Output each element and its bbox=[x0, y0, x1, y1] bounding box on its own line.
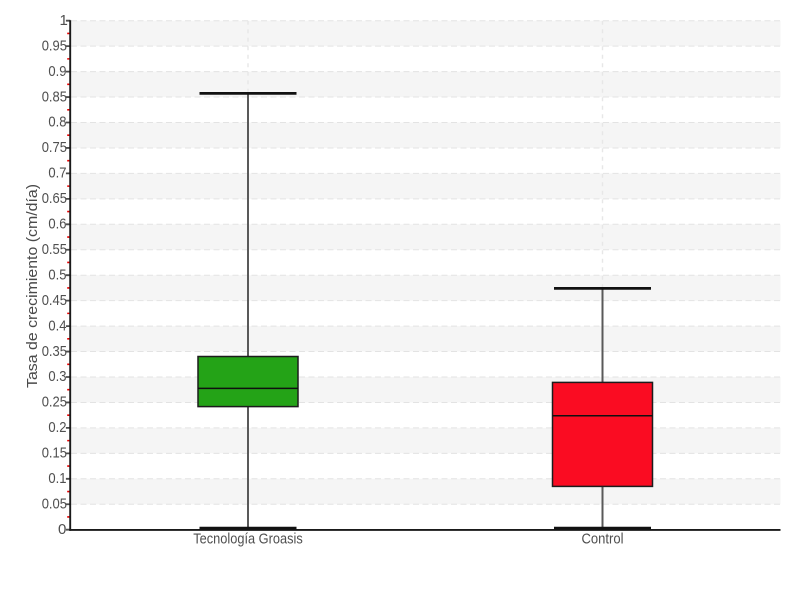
svg-text:Control: Control bbox=[582, 531, 624, 548]
svg-text:0.3: 0.3 bbox=[48, 368, 66, 385]
svg-text:0.95: 0.95 bbox=[42, 37, 67, 54]
svg-text:0.4: 0.4 bbox=[48, 317, 66, 334]
svg-text:0.85: 0.85 bbox=[42, 88, 67, 105]
svg-text:0.55: 0.55 bbox=[42, 241, 67, 258]
svg-text:0.1: 0.1 bbox=[48, 470, 66, 487]
svg-text:Tasa de crecimiento (cm/día): Tasa de crecimiento (cm/día) bbox=[24, 184, 41, 388]
svg-text:0.5: 0.5 bbox=[48, 266, 66, 283]
svg-text:0.7: 0.7 bbox=[48, 165, 66, 182]
svg-text:0.05: 0.05 bbox=[42, 495, 67, 512]
svg-text:0.65: 0.65 bbox=[42, 190, 67, 207]
svg-text:1: 1 bbox=[59, 12, 67, 29]
svg-text:0.75: 0.75 bbox=[42, 139, 67, 156]
svg-text:0.6: 0.6 bbox=[48, 216, 66, 233]
svg-text:0.35: 0.35 bbox=[42, 343, 67, 360]
svg-text:Tecnología Groasis: Tecnología Groasis bbox=[193, 531, 303, 548]
svg-text:0.9: 0.9 bbox=[48, 63, 66, 80]
svg-text:0.25: 0.25 bbox=[42, 394, 67, 411]
svg-text:0.2: 0.2 bbox=[48, 419, 66, 436]
svg-text:0.45: 0.45 bbox=[42, 292, 67, 309]
svg-text:0.8: 0.8 bbox=[48, 114, 66, 131]
svg-text:0.15: 0.15 bbox=[42, 445, 67, 462]
svg-text:0: 0 bbox=[58, 521, 66, 538]
